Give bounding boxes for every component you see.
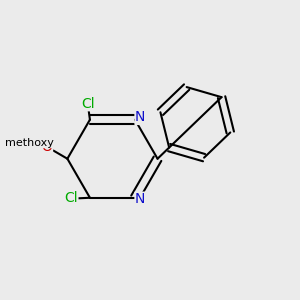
Text: N: N [135,192,146,206]
Text: Cl: Cl [82,97,95,111]
Text: O: O [42,140,52,154]
Text: methoxy: methoxy [5,138,54,148]
Text: Cl: Cl [64,191,78,206]
Text: N: N [135,110,146,124]
